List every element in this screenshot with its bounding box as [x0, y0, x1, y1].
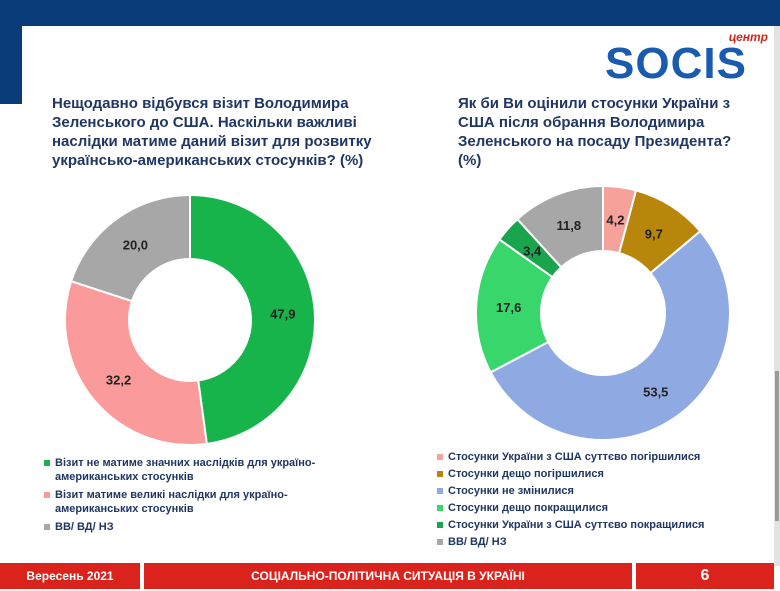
right-legend-swatch — [437, 488, 443, 494]
page-number: 6 — [636, 563, 774, 589]
scrollbar[interactable] — [774, 26, 780, 566]
left-legend-label: Візит матиме великі наслідки для україно… — [55, 488, 364, 516]
right-legend-item: Стосунки України з США суттєво покращили… — [437, 518, 757, 532]
right-legend-item: Стосунки України з США суттєво погіршили… — [437, 450, 757, 464]
left-slice-2 — [65, 281, 207, 445]
footer-date: Вересень 2021 — [0, 563, 140, 589]
donut-chart-relations-assessment: 4,2 9,7 53,5 17,6 3,4 11,8 — [475, 185, 731, 441]
socis-logo: центр SOCIS — [605, 30, 770, 88]
left-data-label-3: 20,0 — [123, 238, 148, 253]
header-side-strip — [0, 26, 22, 104]
right-legend-label: Стосунки України з США суттєво покращили… — [448, 518, 704, 532]
footer-title: СОЦІАЛЬНО-ПОЛІТИЧНА СИТУАЦІЯ В УКРАЇНІ — [144, 563, 632, 589]
right-data-label-4: 17,6 — [496, 300, 521, 315]
right-data-label-5: 3,4 — [523, 243, 542, 258]
left-legend-item: Візит матиме великі наслідки для україно… — [44, 488, 364, 516]
right-question-title: Як би Ви оцінили стосунки України з США … — [458, 94, 758, 170]
right-legend-swatch — [437, 539, 443, 545]
right-legend-item: Стосунки не змінилися — [437, 484, 757, 498]
right-legend-label: Стосунки дещо погіршилися — [448, 467, 604, 481]
left-data-label-2: 32,2 — [106, 373, 131, 388]
left-legend-swatch — [44, 524, 50, 530]
right-legend-item: ВВ/ ВД/ НЗ — [437, 535, 757, 549]
right-legend: Стосунки України з США суттєво погіршили… — [437, 450, 757, 552]
left-slice-1 — [190, 195, 315, 444]
right-data-label-2: 9,7 — [645, 226, 663, 241]
donut-chart-visit-consequences: 47,9 32,2 20,0 — [65, 195, 315, 445]
right-legend-swatch — [437, 522, 443, 528]
left-data-label-1: 47,9 — [270, 307, 295, 322]
right-legend-swatch — [437, 505, 443, 511]
left-legend-swatch — [44, 492, 50, 498]
right-legend-item: Стосунки дещо погіршилися — [437, 467, 757, 481]
logo-word: SOCIS — [605, 42, 747, 86]
header-bar — [0, 0, 780, 26]
right-legend-label: Стосунки не змінилися — [448, 484, 574, 498]
left-legend-item: ВВ/ ВД/ НЗ — [44, 520, 364, 534]
left-question-title: Нещодавно відбувся візит Володимира Зеле… — [52, 94, 382, 170]
footer-bar: Вересень 2021 СОЦІАЛЬНО-ПОЛІТИЧНА СИТУАЦ… — [0, 563, 780, 591]
right-data-label-1: 4,2 — [606, 212, 624, 227]
left-legend-swatch — [44, 460, 50, 466]
left-legend-label: Візит не матиме значних наслідків для ук… — [55, 456, 364, 484]
right-data-label-3: 53,5 — [643, 384, 668, 399]
scrollbar-thumb[interactable] — [775, 371, 779, 521]
right-data-label-6: 11,8 — [557, 218, 582, 233]
right-legend-label: Стосунки України з США суттєво погіршили… — [448, 450, 700, 464]
right-legend-label: ВВ/ ВД/ НЗ — [448, 535, 507, 549]
right-legend-swatch — [437, 471, 443, 477]
right-legend-label: Стосунки дещо покращилися — [448, 501, 608, 515]
left-legend-item: Візит не матиме значних наслідків для ук… — [44, 456, 364, 484]
left-legend-label: ВВ/ ВД/ НЗ — [55, 520, 114, 534]
right-legend-item: Стосунки дещо покращилися — [437, 501, 757, 515]
left-legend: Візит не матиме значних наслідків для ук… — [44, 456, 364, 538]
right-legend-swatch — [437, 454, 443, 460]
